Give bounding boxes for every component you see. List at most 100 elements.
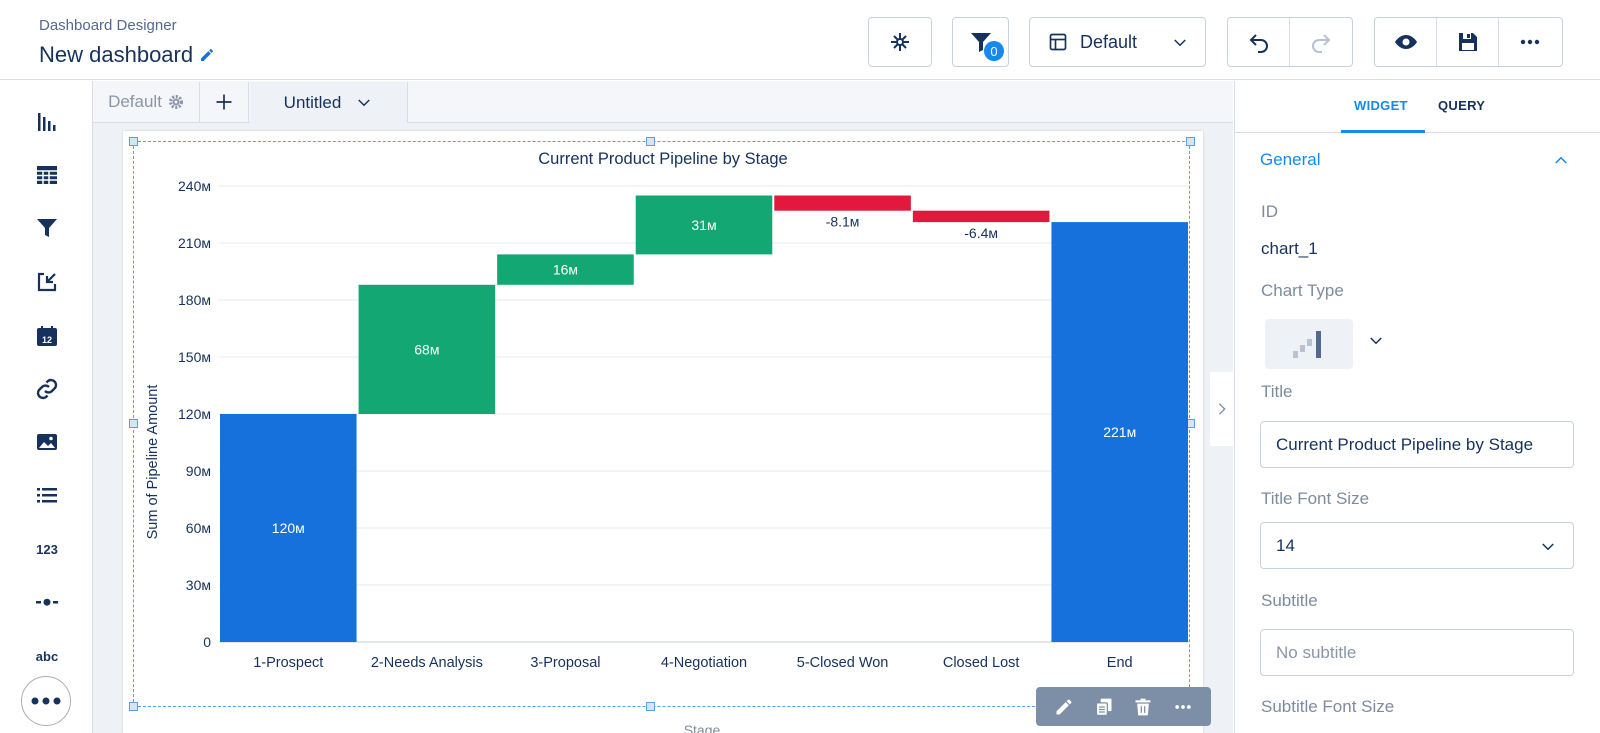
- undo-redo-group: [1227, 17, 1353, 67]
- section-general-header[interactable]: General: [1260, 150, 1321, 169]
- tab-widget[interactable]: WIDGET: [1354, 98, 1408, 113]
- clone-icon[interactable]: [1094, 697, 1114, 717]
- data-label: 221м: [1103, 424, 1136, 440]
- y-tick-label: 30м: [186, 577, 211, 593]
- list-icon: [37, 488, 57, 503]
- data-label: 16м: [553, 262, 578, 278]
- tab-default-label: Default: [108, 92, 162, 111]
- data-label: 68м: [414, 341, 439, 357]
- resize-handle[interactable]: [129, 702, 138, 711]
- subtitle-input[interactable]: No subtitle: [1260, 629, 1574, 676]
- y-tick-label: 240м: [178, 178, 211, 194]
- gear-icon[interactable]: [168, 94, 184, 110]
- filter-icon: [970, 33, 991, 52]
- edit-icon[interactable]: [1054, 697, 1074, 717]
- widget-toolbar: [1036, 687, 1211, 726]
- more-widgets-button[interactable]: [21, 676, 71, 726]
- sparkle-icon: [891, 33, 909, 51]
- preview-button[interactable]: [1375, 18, 1437, 66]
- link-widget-button[interactable]: [34, 269, 60, 295]
- title-font-size-select[interactable]: 14: [1260, 522, 1574, 569]
- chevron-down-icon: [1542, 543, 1554, 551]
- y-tick-label: 0: [203, 634, 211, 650]
- save-button[interactable]: [1437, 18, 1499, 66]
- resize-handle[interactable]: [646, 137, 655, 146]
- chart-type-picker[interactable]: [1265, 319, 1353, 369]
- resize-handle[interactable]: [129, 419, 138, 428]
- subtitle-label: Subtitle: [1261, 591, 1318, 610]
- image-widget-button[interactable]: [34, 429, 60, 455]
- calendar-day: 12: [42, 335, 52, 345]
- filter-icon: [37, 219, 57, 237]
- x-tick-label: End: [1107, 655, 1133, 671]
- resize-handle[interactable]: [646, 702, 655, 711]
- link-out-icon: [37, 272, 57, 292]
- bar: [220, 414, 357, 642]
- data-label: -6.4м: [964, 225, 998, 241]
- resize-handle[interactable]: [129, 137, 138, 146]
- panel-tabs: WIDGET QUERY: [1235, 81, 1600, 133]
- chart-widget[interactable]: Current Product Pipeline by Stage Sum of…: [123, 131, 1203, 733]
- navigation-widget-button[interactable]: [34, 376, 60, 402]
- filter-button[interactable]: 0: [952, 17, 1009, 67]
- auto-layout-button[interactable]: [868, 17, 932, 67]
- filter-widget-button[interactable]: [34, 215, 60, 241]
- number-widget-button[interactable]: 123: [34, 536, 60, 562]
- link-icon: [36, 378, 58, 400]
- date-widget-button[interactable]: 12: [34, 323, 60, 349]
- actions-group: [1374, 17, 1563, 67]
- redo-button[interactable]: [1290, 18, 1352, 66]
- delete-icon[interactable]: [1133, 697, 1153, 717]
- table-widget-button[interactable]: [34, 162, 60, 188]
- bar: [497, 254, 634, 285]
- undo-button[interactable]: [1228, 18, 1290, 66]
- bar-chart-icon: [38, 113, 56, 131]
- resize-handle[interactable]: [1186, 137, 1195, 146]
- bar: [774, 195, 911, 211]
- top-bar: Dashboard Designer New dashboard 0 Defau…: [0, 0, 1600, 80]
- chevron-up-icon[interactable]: [1552, 151, 1570, 169]
- list-widget-button[interactable]: [34, 482, 60, 508]
- collapse-panel-button[interactable]: [1210, 372, 1234, 446]
- plus-icon: [216, 94, 232, 110]
- x-tick-label: 1-Prospect: [253, 655, 323, 671]
- id-label: ID: [1261, 202, 1278, 221]
- title-input[interactable]: Current Product Pipeline by Stage: [1260, 421, 1574, 468]
- tab-untitled[interactable]: Untitled: [250, 82, 408, 123]
- undo-icon: [1249, 34, 1268, 53]
- timeline-widget-button[interactable]: [34, 589, 60, 615]
- x-tick-label: 2-Needs Analysis: [371, 655, 483, 671]
- app-name: Dashboard Designer: [39, 17, 177, 34]
- y-tick-label: 90м: [186, 463, 211, 479]
- layout-select-value: Default: [1080, 31, 1138, 52]
- dashboard-title-text: New dashboard: [39, 42, 194, 67]
- title-font-size-label: Title Font Size: [1261, 489, 1370, 508]
- more-actions-button[interactable]: [1499, 18, 1561, 66]
- y-tick-label: 150м: [178, 349, 211, 365]
- y-tick-label: 60м: [186, 520, 211, 536]
- tab-default[interactable]: Default: [93, 82, 200, 122]
- text-icon: abc: [35, 648, 59, 664]
- text-widget-button[interactable]: abc: [34, 643, 60, 669]
- add-page-button[interactable]: [200, 82, 249, 122]
- chart-title: Current Product Pipeline by Stage: [538, 150, 787, 168]
- redo-icon: [1312, 34, 1331, 53]
- y-axis-title: Sum of Pipeline Amount: [145, 385, 161, 540]
- dashboard-title[interactable]: New dashboard: [39, 42, 215, 68]
- active-tab-indicator: [1341, 130, 1425, 133]
- more-icon[interactable]: [1173, 697, 1193, 717]
- y-tick-label: 120м: [178, 406, 211, 422]
- chevron-down-icon[interactable]: [1367, 332, 1385, 350]
- layout-select[interactable]: Default: [1029, 17, 1206, 67]
- tab-query[interactable]: QUERY: [1438, 98, 1486, 113]
- page-tabs: Default Untitled: [93, 81, 1233, 123]
- id-value: chart_1: [1261, 239, 1318, 258]
- chart-widget-button[interactable]: [34, 109, 60, 135]
- chevron-right-icon: [1218, 403, 1226, 415]
- bar: [1051, 222, 1188, 642]
- timeline-icon: [36, 598, 58, 606]
- more-icon: [31, 697, 61, 705]
- properties-panel: WIDGET QUERY General ID chart_1 Chart Ty…: [1234, 81, 1600, 733]
- pencil-icon[interactable]: [199, 47, 215, 63]
- chevron-down-icon[interactable]: [355, 94, 373, 112]
